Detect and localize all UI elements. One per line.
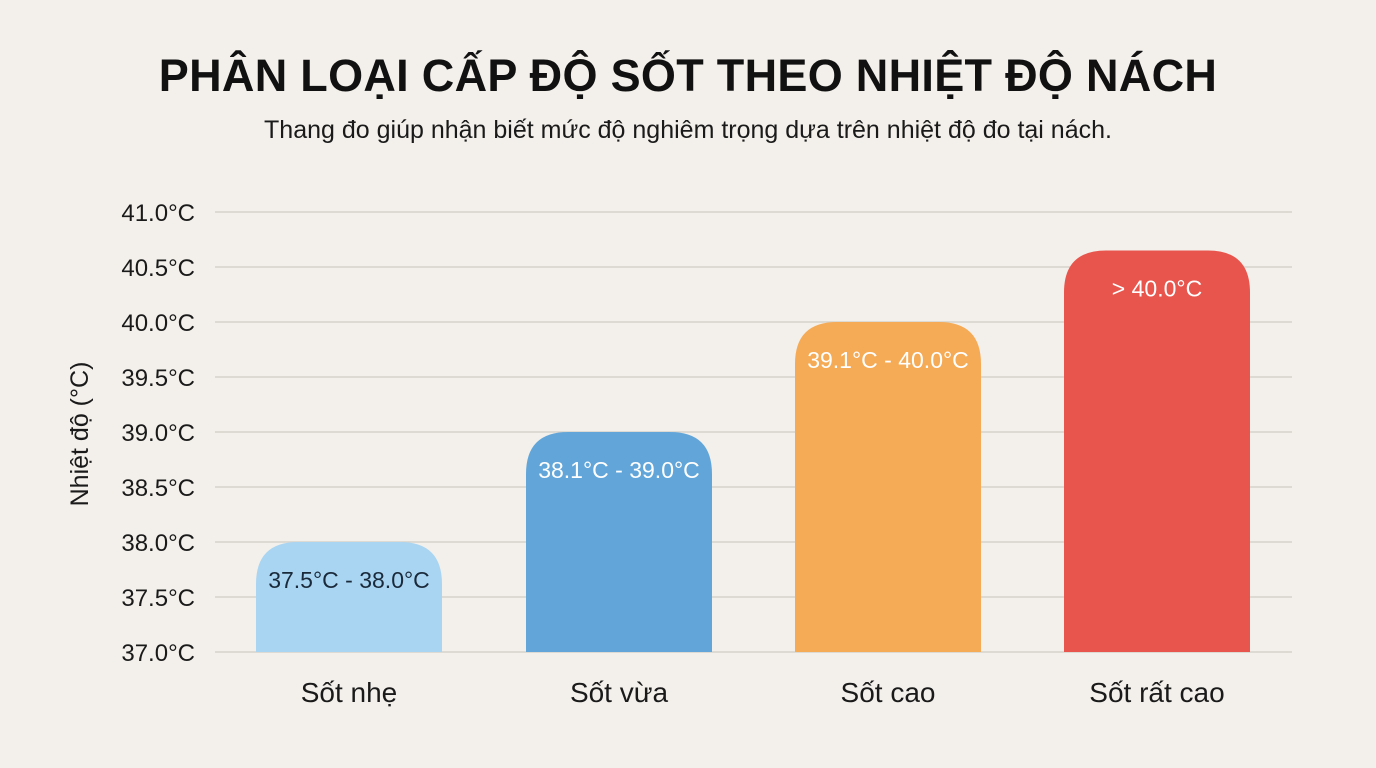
data-label: > 40.0°C (1112, 276, 1202, 302)
y-tick-label: 40.0°C (121, 310, 195, 337)
x-category-label: Sốt cao (841, 677, 936, 708)
y-tick-label: 41.0°C (121, 200, 195, 227)
data-label: 38.1°C - 39.0°C (538, 457, 700, 483)
y-tick-label: 40.5°C (121, 255, 195, 282)
x-category-label: Sốt vừa (570, 677, 669, 708)
x-category-label: Sốt nhẹ (301, 677, 398, 708)
y-tick-label: 39.5°C (121, 365, 195, 392)
bar (526, 432, 712, 652)
y-tick-label: 37.5°C (121, 585, 195, 612)
chart-subtitle: Thang đo giúp nhận biết mức độ nghiêm tr… (264, 116, 1112, 144)
y-axis-label: Nhiệt độ (°C) (66, 362, 94, 507)
chart-title: PHÂN LOẠI CẤP ĐỘ SỐT THEO NHIỆT ĐỘ NÁCH (158, 50, 1218, 101)
y-tick-label: 39.0°C (121, 420, 195, 447)
data-label: 39.1°C - 40.0°C (807, 347, 969, 373)
data-label: 37.5°C - 38.0°C (268, 567, 430, 593)
bar (1064, 250, 1250, 652)
y-tick-label: 37.0°C (121, 640, 195, 667)
bar (256, 542, 442, 652)
y-tick-label: 38.5°C (121, 475, 195, 502)
x-category-label: Sốt rất cao (1089, 677, 1224, 708)
y-tick-label: 38.0°C (121, 530, 195, 557)
bar (795, 322, 981, 652)
